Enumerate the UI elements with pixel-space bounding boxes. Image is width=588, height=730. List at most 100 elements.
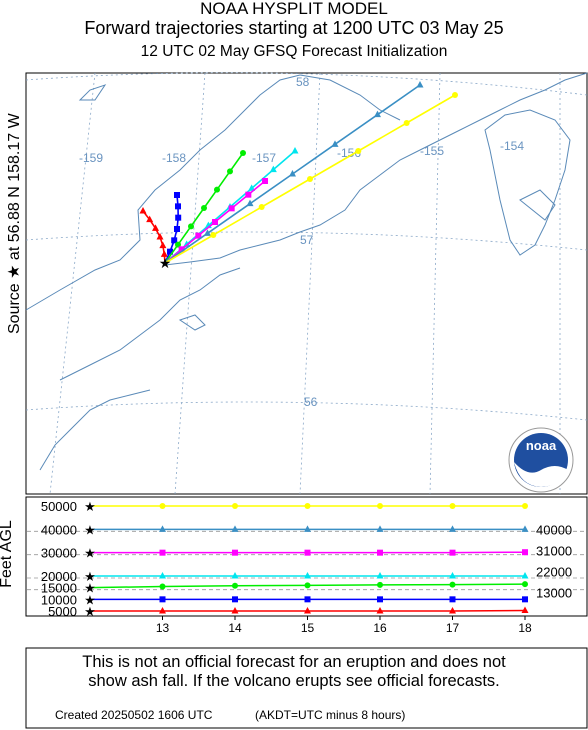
start-star-icon: ★	[84, 569, 96, 584]
disclaimer-line-1: This is not an official forecast for an …	[82, 653, 506, 671]
trajectory-point	[178, 246, 185, 253]
data-point	[304, 503, 311, 509]
trajectory-point	[152, 224, 160, 231]
forecast-initialization: 12 UTC 02 May GFSQ Forecast Initializati…	[140, 43, 448, 60]
chart-subtitle: Forward trajectories starting at 1200 UT…	[84, 18, 504, 38]
trajectory-point	[160, 250, 168, 257]
start-star-icon: ★	[84, 592, 96, 607]
y-tick-label-right: 31000	[536, 543, 572, 558]
lon-label: -159	[79, 151, 103, 165]
data-point	[377, 549, 383, 556]
trajectory-point	[416, 81, 424, 88]
data-point	[521, 525, 529, 532]
data-point	[232, 582, 238, 589]
trajectory-point	[289, 170, 296, 177]
trajectory-point	[269, 165, 277, 173]
y-tick-label: 15000	[41, 581, 77, 596]
created-timestamp: Created 20250502 1606 UTC	[55, 708, 213, 722]
data-point	[376, 572, 384, 579]
source-star-icon: ★	[159, 255, 172, 271]
trajectory-point	[183, 240, 191, 247]
data-point	[159, 525, 166, 532]
x-tick-label: 18	[518, 621, 532, 635]
trajectory-point	[214, 186, 220, 193]
chart-title: NOAA HYSPLIT MODEL	[200, 0, 388, 18]
data-point	[159, 583, 166, 590]
trajectory-point	[171, 237, 178, 244]
height-series	[89, 503, 529, 614]
y-tick-label-right: 13000	[536, 585, 572, 600]
x-tick-label: 17	[446, 621, 460, 635]
lat-label: 58	[296, 75, 310, 89]
trajectory-point	[262, 178, 268, 184]
data-point	[159, 503, 166, 509]
trajectory-point	[246, 199, 254, 207]
trajectory-point	[146, 215, 154, 223]
data-point	[159, 572, 166, 579]
start-star-icon: ★	[84, 546, 96, 561]
y-axis-right-ticks: 13000 22000 31000 40000	[536, 522, 572, 600]
trajectory-paths	[139, 81, 458, 264]
data-point	[159, 607, 166, 614]
data-point	[159, 549, 166, 556]
start-star-icon: ★	[84, 604, 96, 619]
x-tick-label: 14	[228, 621, 242, 635]
data-point	[304, 582, 311, 589]
data-point	[449, 525, 456, 532]
map-frame	[25, 72, 588, 495]
data-point	[304, 525, 311, 532]
data-point	[304, 572, 311, 579]
data-point	[304, 607, 311, 614]
logo-text: noaa	[526, 438, 557, 453]
data-point	[304, 549, 311, 556]
trajectory-point	[245, 191, 252, 198]
start-star-icon: ★	[84, 581, 96, 596]
coastline	[25, 72, 588, 471]
y-tick-label: 40000	[41, 522, 77, 537]
data-point	[522, 581, 528, 588]
data-point	[377, 503, 383, 509]
data-point	[304, 596, 311, 603]
trajectory-point	[175, 241, 181, 248]
data-point	[522, 549, 528, 556]
data-point	[449, 596, 456, 603]
disclaimer: This is not an official forecast for an …	[0, 653, 588, 691]
lon-label: -155	[420, 144, 444, 158]
data-point	[376, 607, 384, 614]
lon-label: -156	[337, 146, 361, 160]
trajectory-point	[452, 92, 458, 98]
y-tick-label: 10000	[41, 592, 77, 607]
lon-label: -158	[162, 151, 186, 165]
trajectory-point	[355, 148, 362, 154]
x-tick-label: 15	[301, 621, 315, 635]
trajectory-point	[258, 204, 265, 210]
trajectory-point	[210, 232, 217, 238]
data-point	[376, 525, 384, 532]
footer-frame	[25, 647, 588, 729]
start-stars: ★★★★★★★	[84, 499, 96, 619]
data-point	[449, 549, 456, 556]
trajectory-point	[175, 214, 182, 221]
x-tick-label: 16	[373, 621, 387, 635]
trajectory-point	[248, 184, 256, 191]
lat-label: 57	[300, 233, 314, 247]
data-point	[232, 549, 238, 556]
trajectory-point	[175, 203, 181, 210]
trajectory-point	[156, 233, 164, 240]
trajectory-point	[167, 248, 173, 255]
trajectory-point	[174, 192, 180, 198]
data-point	[231, 525, 239, 532]
y-tick-label: 20000	[41, 569, 77, 584]
data-point	[521, 572, 529, 579]
trajectory-point	[307, 176, 313, 182]
data-point	[231, 572, 239, 579]
data-point	[377, 596, 383, 603]
trajectory-point	[195, 232, 202, 239]
trajectory-point	[228, 205, 235, 212]
disclaimer-line-2: show ash fall. If the volcano erupts see…	[88, 672, 500, 690]
timezone-note: (AKDT=UTC minus 8 hours)	[255, 708, 406, 722]
start-star-icon: ★	[84, 499, 96, 514]
data-point	[522, 596, 528, 603]
trajectory-point	[159, 241, 167, 249]
trajectory-point	[374, 110, 381, 118]
